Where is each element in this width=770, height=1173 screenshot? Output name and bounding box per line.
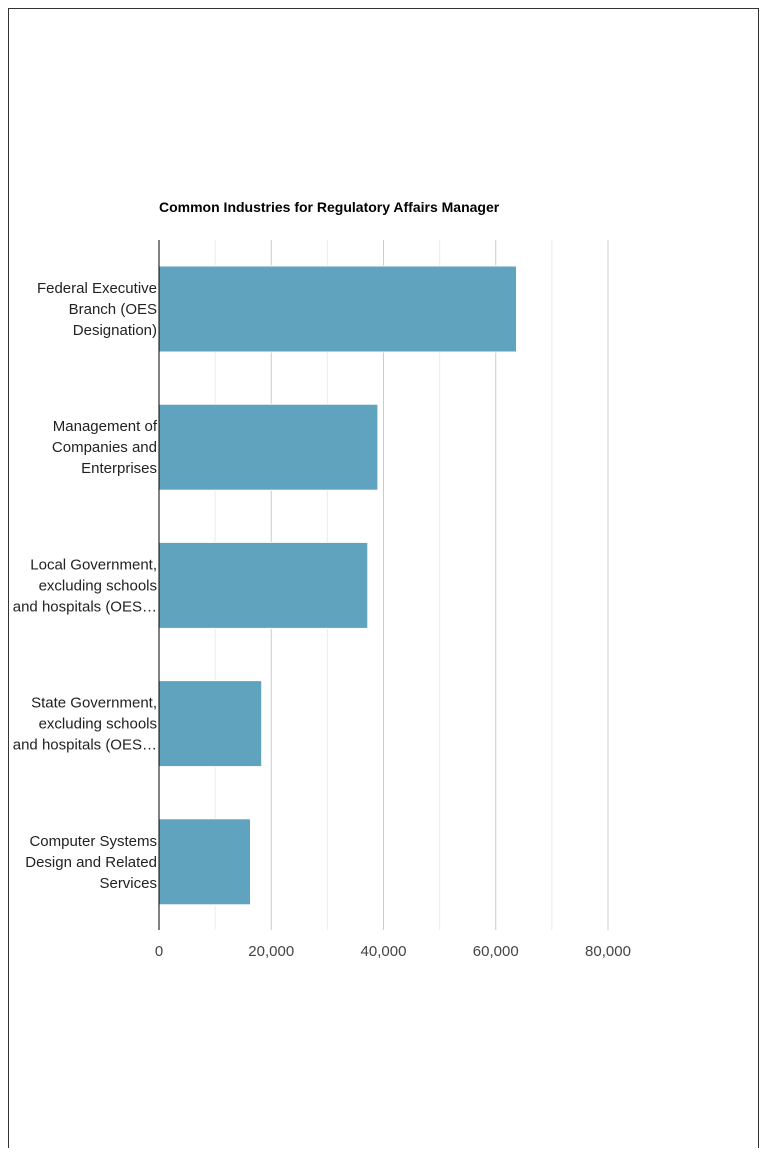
category-label-line: excluding schools	[39, 716, 157, 733]
category-label: Management of Companies and Enterprises	[52, 418, 158, 477]
category-label-line: Management of	[53, 418, 158, 435]
bar[interactable]	[158, 818, 251, 906]
bar[interactable]	[158, 265, 518, 353]
x-tick-label: 0	[155, 943, 163, 960]
category-label-line: Design and Related	[25, 854, 157, 871]
category-label-line: Computer Systems	[29, 833, 157, 850]
bar[interactable]	[158, 541, 369, 629]
x-axis-ticks: 0 20,000 40,000 60,000 80,000	[155, 943, 631, 960]
category-label-line: Branch (OES	[69, 301, 157, 318]
category-labels: Federal Executive Branch (OES Designation)…	[13, 280, 158, 892]
category-label-line: Local Government,	[30, 556, 157, 573]
category-label-line: and hospitals (OES…	[13, 598, 157, 615]
x-tick-label: 60,000	[473, 943, 519, 960]
category-label-line: Services	[99, 875, 157, 892]
category-label: Computer Systems Design and Related Servic…	[25, 833, 157, 892]
grid-layer	[214, 240, 609, 930]
category-label-line: Federal Executive	[37, 280, 157, 297]
x-tick-label: 80,000	[585, 943, 631, 960]
category-label-line: Enterprises	[81, 460, 157, 477]
category-label-line: excluding schools	[39, 577, 157, 594]
x-tick-label: 20,000	[248, 943, 294, 960]
x-tick-label: 40,000	[361, 943, 407, 960]
category-label-line: and hospitals (OES…	[13, 737, 157, 754]
category-label: Federal Executive Branch (OES Designation)	[37, 280, 157, 339]
bars-layer	[158, 265, 518, 906]
bar[interactable]	[158, 403, 379, 491]
category-label-line: Companies and	[52, 439, 157, 456]
category-label: Local Government, excluding schools and ho…	[13, 556, 157, 615]
chart-title: Common Industries for Regulatory Affairs…	[159, 199, 500, 215]
category-label: State Government, excluding schools and ho…	[13, 695, 157, 754]
chart-frame	[8, 8, 759, 1148]
bar[interactable]	[158, 680, 263, 768]
category-label-line: State Government,	[31, 695, 157, 712]
category-label-line: Designation)	[73, 322, 157, 339]
